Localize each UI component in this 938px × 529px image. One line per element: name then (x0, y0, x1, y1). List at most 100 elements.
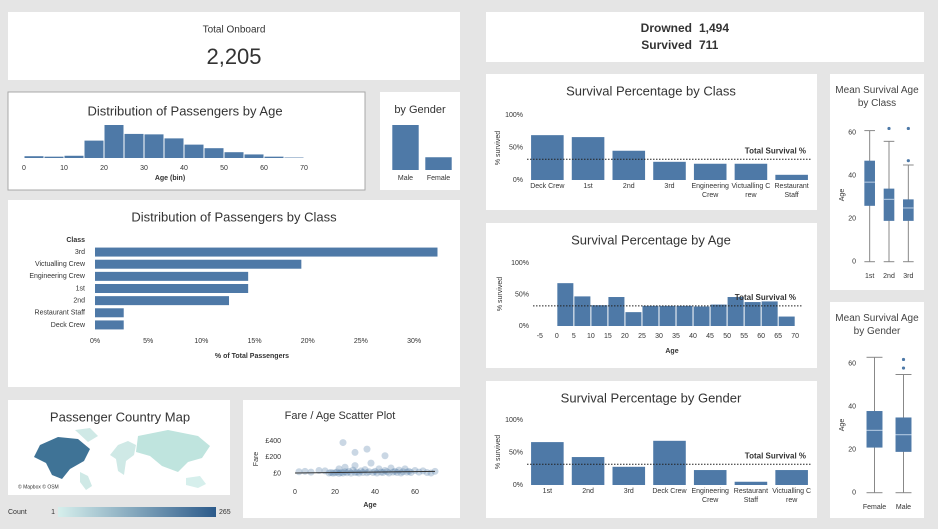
point (355, 469, 363, 477)
x-tick-label: 10 (587, 333, 595, 340)
kpi-label: Total Onboard (203, 25, 266, 36)
point (341, 463, 349, 471)
x-tick-label: 3rd (664, 183, 675, 190)
x-tick-label: Deck Crew (652, 488, 687, 495)
chart-title: Mean Survival Age by Gender (835, 313, 919, 337)
x-tick-label-box: 3rd (624, 488, 634, 495)
x-tick-label: 65 (774, 333, 782, 340)
point (415, 468, 423, 476)
x-tick-label-box: Deck Crew (652, 488, 687, 495)
x-tick-label: Restaurant Staff (774, 183, 809, 199)
panel (8, 200, 460, 387)
y-tick-label: 3rd (75, 249, 85, 256)
category-header: Class (66, 237, 85, 244)
chart-title-box: Mean Survival Age by Class (835, 85, 918, 109)
panel (8, 12, 460, 80)
x-tick-label: 20 (100, 165, 108, 172)
y-tick-label: 20 (848, 216, 856, 223)
x-tick-label: 50 (220, 165, 228, 172)
point (375, 465, 383, 473)
histogram-bar (104, 125, 124, 158)
x-tick-label: 45 (706, 333, 714, 340)
y-axis-label: Age (839, 419, 846, 432)
histogram-bar (608, 297, 625, 326)
point (367, 459, 375, 467)
y-tick-label: Victualling Crew (35, 261, 86, 268)
x-tick-label: 15 (604, 333, 612, 340)
y-tick-label: Restaurant Staff (35, 310, 86, 317)
point (385, 469, 393, 477)
point (371, 467, 379, 475)
y-tick-label: 0% (519, 323, 529, 330)
chart-title: Passenger Country Map (50, 409, 190, 424)
x-axis-label: Age (665, 348, 678, 355)
x-tick-label: 15% (248, 338, 262, 345)
histogram-bar (44, 156, 64, 158)
x-tick-label-box: 2nd (623, 183, 635, 190)
point (407, 469, 415, 477)
x-tick-label: 20 (621, 333, 629, 340)
point (411, 467, 419, 474)
x-tick-label-box: 1st (583, 183, 592, 190)
x-tick-label-box: Restaurant Staff (774, 183, 809, 199)
kpi-label: Survived (641, 38, 692, 52)
x-tick-label: 50 (723, 333, 731, 340)
x-tick-label: 0 (555, 333, 559, 340)
x-tick-label: 5% (143, 338, 153, 345)
box (903, 199, 914, 221)
x-tick-label: 35 (672, 333, 680, 340)
x-tick-label: 0 (22, 165, 26, 172)
y-tick-label: 0 (852, 490, 856, 497)
y-tick-label: 50% (515, 291, 529, 298)
histogram-bar (64, 155, 84, 158)
x-tick-label: Female (863, 504, 886, 511)
bar (531, 442, 564, 485)
point (335, 469, 343, 477)
y-axis-label: % survived (495, 131, 502, 165)
legend-max: 265 (219, 509, 231, 516)
point (307, 468, 315, 476)
histogram-bar (204, 148, 224, 158)
y-axis-label: % survived (497, 277, 504, 311)
x-tick-label: 1st (542, 488, 553, 495)
bar (571, 137, 605, 180)
x-tick-label: Restaurant Staff (733, 488, 769, 504)
panel (243, 400, 460, 518)
bar (653, 161, 686, 180)
histogram-bar (727, 297, 744, 326)
histogram-bar (84, 140, 104, 158)
kpi-value: 1,494 (699, 21, 729, 35)
x-tick-label: 0 (293, 489, 297, 496)
x-tick-label: 70 (300, 165, 308, 172)
bar (95, 271, 249, 281)
point (379, 469, 387, 477)
histogram-bar (557, 283, 574, 326)
point (329, 469, 337, 477)
x-tick-label-box: Restaurant Staff (733, 488, 769, 504)
point (347, 469, 355, 477)
legend-title: Count (8, 509, 27, 516)
x-tick-label: 25 (638, 333, 646, 340)
histogram-bar (244, 154, 264, 158)
point (387, 464, 395, 472)
bar (693, 470, 727, 485)
x-tick-label: Male (896, 504, 911, 511)
panel (7, 91, 366, 191)
map (34, 428, 210, 490)
histogram-bar (144, 134, 164, 158)
outlier (906, 159, 910, 163)
x-tick-label: 3rd (903, 273, 913, 280)
x-tick-label: Female (427, 175, 450, 182)
x-axis-label: Age (363, 502, 376, 509)
x-tick-label: 10 (60, 165, 68, 172)
histogram-bar (591, 305, 608, 326)
bar (612, 466, 646, 485)
x-tick-label: Deck Crew (530, 183, 565, 190)
chart-title-box: Mean Survival Age by Gender (835, 313, 919, 337)
land (75, 428, 98, 442)
histogram-bar (710, 304, 727, 326)
y-tick-label: 40 (848, 404, 856, 411)
y-tick-label: 1st (76, 285, 85, 292)
y-tick-label: £200 (265, 454, 281, 461)
